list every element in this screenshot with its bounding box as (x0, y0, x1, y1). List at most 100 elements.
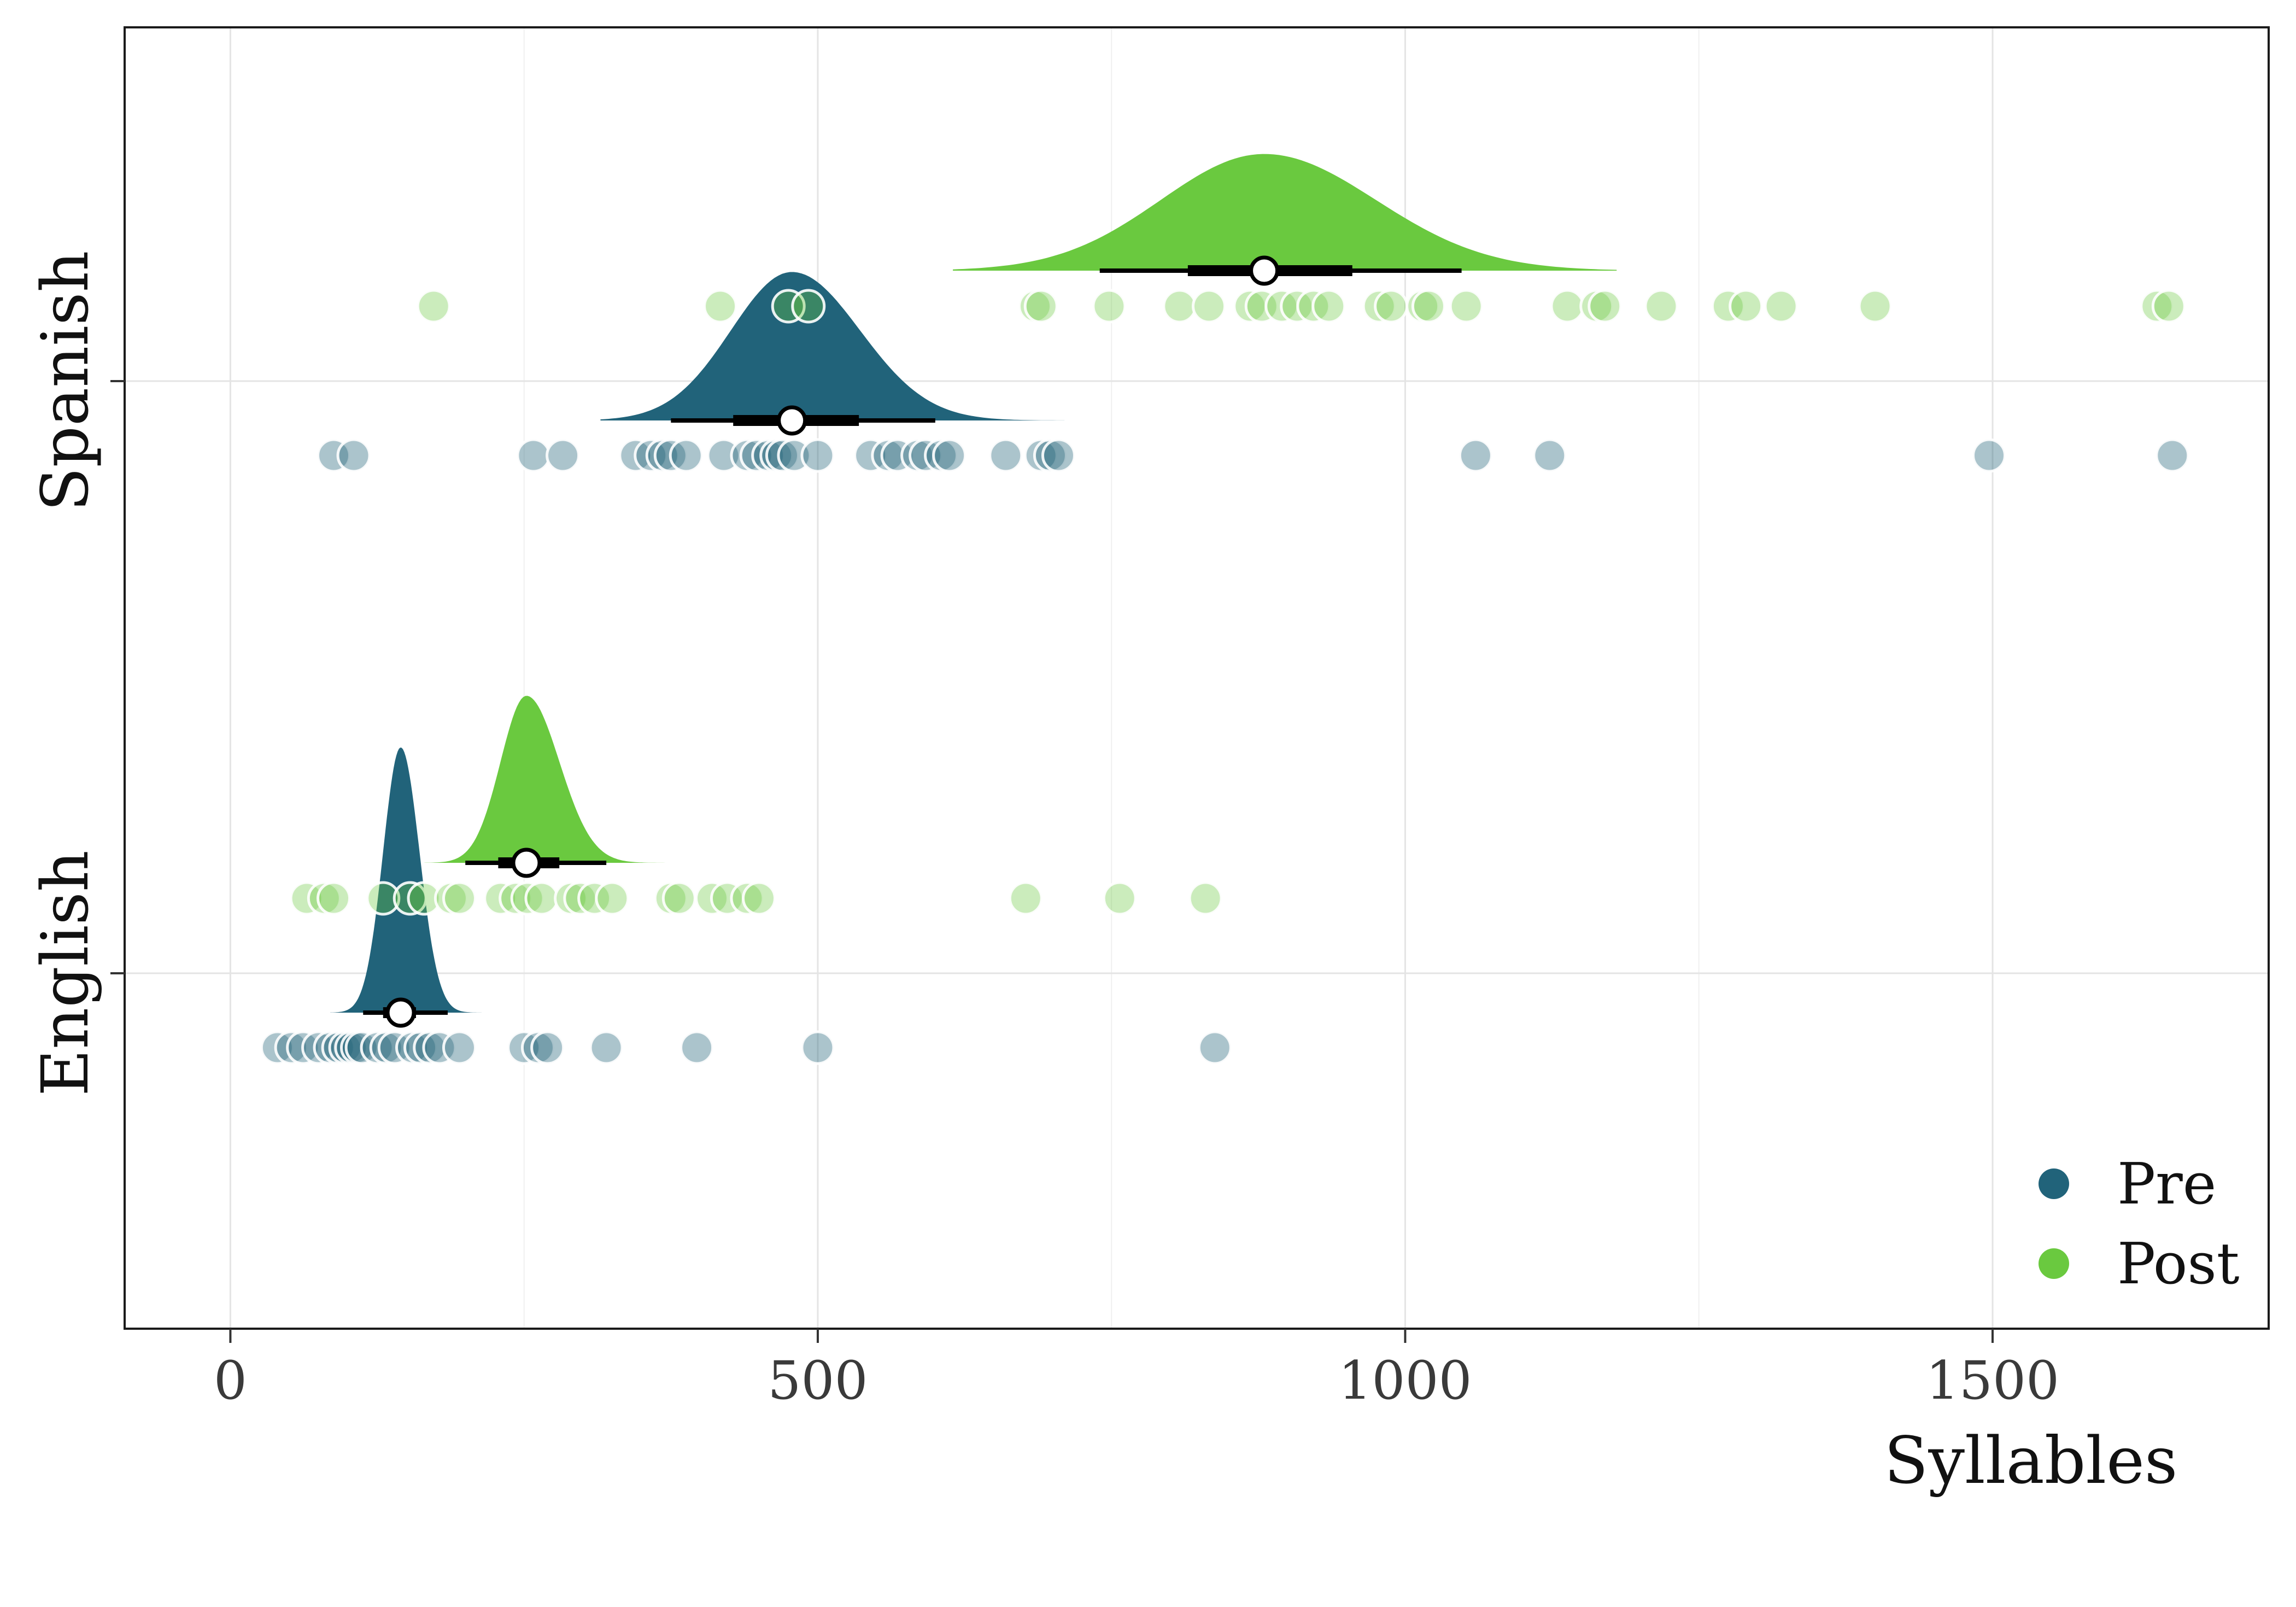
data-point (680, 1030, 714, 1065)
data-point (1188, 881, 1223, 916)
data-point (530, 1030, 565, 1065)
data-point (1192, 289, 1227, 324)
data-point (589, 1030, 624, 1065)
data-point (988, 438, 1023, 473)
x-axis: 0 500 1000 1500 (214, 1329, 2059, 1411)
data-point (777, 438, 812, 473)
data-point (524, 881, 559, 916)
data-point (1102, 881, 1137, 916)
data-point (1311, 289, 1346, 324)
data-point (1550, 289, 1585, 324)
data-point (434, 881, 468, 916)
legend: Pre Post (2039, 1150, 2240, 1297)
data-point (1711, 289, 1746, 324)
data-point (395, 1030, 430, 1065)
y-axis: Spanish English (27, 250, 125, 1096)
data-point (1092, 289, 1127, 324)
density-cloud-spanish-pre (600, 272, 1065, 420)
density-cloud-english-pre (330, 747, 489, 1013)
interval-point (777, 405, 807, 436)
legend-label-post: Post (2117, 1230, 2240, 1297)
data-point (791, 289, 826, 324)
data-point (442, 1030, 477, 1065)
data-point (595, 881, 630, 916)
data-point (507, 1030, 542, 1065)
data-point (413, 1030, 448, 1065)
data-point (1244, 289, 1279, 324)
data-point (871, 438, 906, 473)
data-point (416, 289, 451, 324)
data-point (703, 289, 738, 324)
data-point (516, 438, 551, 473)
legend-key-pre (2039, 1168, 2069, 1199)
x-tick-label: 500 (768, 1350, 868, 1411)
data-point (510, 881, 545, 916)
data-point (499, 881, 534, 916)
data-point (800, 1030, 835, 1065)
data-point (924, 438, 959, 473)
data-point (741, 881, 776, 916)
y-tick-label-english: English (27, 850, 103, 1096)
data-point (1858, 289, 1893, 324)
x-tick-label: 1000 (1338, 1350, 1472, 1411)
data-point (1162, 289, 1197, 324)
x-tick-label: 1500 (1926, 1350, 2059, 1411)
data-point (1588, 289, 1623, 324)
data-point (317, 881, 352, 916)
data-point (661, 881, 696, 916)
data-point (751, 438, 786, 473)
data-point (771, 289, 806, 324)
density-clouds (330, 154, 1617, 1013)
interval-summaries (363, 255, 1462, 1028)
legend-label-pre: Pre (2117, 1150, 2216, 1217)
data-point (739, 438, 774, 473)
data-point (800, 438, 835, 473)
data-point (1532, 438, 1567, 473)
data-point (289, 881, 324, 916)
legend-key-post (2039, 1248, 2069, 1279)
data-point (422, 1030, 457, 1065)
data-point (1023, 438, 1058, 473)
data-point (1008, 881, 1043, 916)
data-point (336, 438, 371, 473)
data-point (520, 1030, 555, 1065)
data-point (393, 881, 427, 916)
interval-point (1249, 255, 1280, 286)
data-point (407, 881, 442, 916)
data-point (260, 1030, 295, 1065)
data-point (1374, 289, 1409, 324)
data-point (1729, 289, 1764, 324)
data-point (403, 1030, 438, 1065)
data-point (653, 881, 688, 916)
data-point (1362, 289, 1397, 324)
data-point (669, 438, 704, 473)
data-point (2140, 289, 2175, 324)
data-point (1449, 289, 1484, 324)
data-point (2151, 289, 2186, 324)
density-cloud-english-post (424, 696, 683, 863)
x-axis-title: Syllables (1884, 1423, 2178, 1498)
data-point (1579, 289, 1614, 324)
data-point (577, 881, 612, 916)
data-point (1458, 438, 1493, 473)
data-point (377, 1030, 412, 1065)
data-point (2155, 438, 2190, 473)
x-tick-label: 0 (214, 1350, 247, 1411)
data-point (1023, 289, 1058, 324)
density-cloud-spanish-post (953, 154, 1617, 271)
interval-point (511, 848, 542, 878)
data-point (1644, 289, 1679, 324)
data-point (554, 881, 589, 916)
data-point (1041, 438, 1076, 473)
data-point (317, 438, 352, 473)
data-point (1972, 438, 2007, 473)
data-point (730, 881, 765, 916)
data-point (1411, 289, 1446, 324)
data-point (1197, 1030, 1232, 1065)
data-point (932, 438, 967, 473)
data-point (369, 1030, 404, 1065)
y-tick-label-spanish: Spanish (27, 250, 103, 511)
data-point (853, 438, 888, 473)
data-point (1764, 289, 1799, 324)
data-point (307, 881, 342, 916)
